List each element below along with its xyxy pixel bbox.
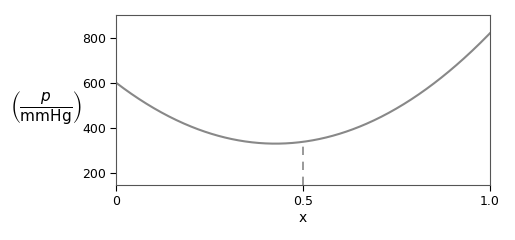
Text: $\left(\dfrac{p}{\mathrm{mmHg}}\right)$: $\left(\dfrac{p}{\mathrm{mmHg}}\right)$ bbox=[10, 90, 82, 126]
X-axis label: x: x bbox=[299, 211, 307, 225]
